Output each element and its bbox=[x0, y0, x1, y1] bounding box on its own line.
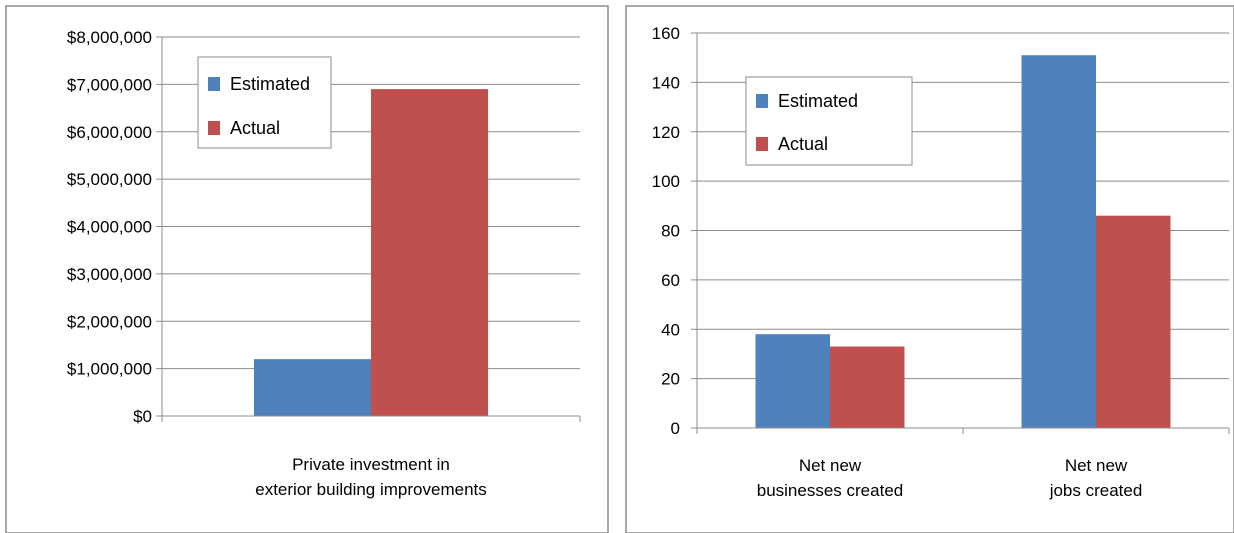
bar-estimated bbox=[755, 334, 830, 428]
legend-swatch bbox=[756, 94, 768, 108]
category-label: Net new bbox=[1065, 456, 1128, 475]
y-tick-label: 100 bbox=[652, 172, 680, 191]
y-tick-label: 80 bbox=[661, 222, 680, 241]
bar-actual bbox=[1096, 215, 1171, 428]
legend-box bbox=[745, 76, 913, 166]
legend: Estimated Actual bbox=[745, 76, 913, 166]
legend-box bbox=[197, 56, 332, 149]
y-tick-label: 40 bbox=[661, 320, 680, 339]
legend-swatch bbox=[208, 77, 220, 91]
chart-investment: $0 $1,000,000 $2,000,000 $3,000,000 $4,000,0… bbox=[5, 5, 609, 533]
y-tick-label: 120 bbox=[652, 123, 680, 142]
y-tick-label: $8,000,000 bbox=[67, 28, 152, 47]
category-label: Net new bbox=[799, 456, 862, 475]
legend-label: Estimated bbox=[230, 74, 310, 94]
y-tick-label: $5,000,000 bbox=[67, 170, 152, 189]
bar-actual bbox=[830, 346, 905, 428]
y-tick-label: $0 bbox=[133, 407, 152, 426]
category-label: exterior building improvements bbox=[255, 480, 487, 499]
y-tick-label: $4,000,000 bbox=[67, 218, 152, 237]
y-tick-label: $2,000,000 bbox=[67, 312, 152, 331]
legend-swatch bbox=[756, 137, 768, 151]
legend: Estimated Actual bbox=[197, 56, 332, 149]
category-label: jobs created bbox=[1049, 481, 1143, 500]
y-tick-label: $6,000,000 bbox=[67, 123, 152, 142]
y-tick-label: 20 bbox=[661, 370, 680, 389]
legend-label: Actual bbox=[778, 134, 828, 154]
y-tick-label: $1,000,000 bbox=[67, 360, 152, 379]
legend-swatch bbox=[208, 121, 220, 135]
chart-businesses-jobs: 0 20 40 60 80 100 120 140 160 Net new businesses … bbox=[625, 5, 1234, 533]
bar-estimated bbox=[1021, 55, 1096, 428]
y-tick-label: $3,000,000 bbox=[67, 265, 152, 284]
y-tick-label: 60 bbox=[661, 271, 680, 290]
y-tick-label: 160 bbox=[652, 24, 680, 43]
category-label: Private investment in bbox=[292, 455, 450, 474]
bar-actual bbox=[371, 89, 489, 417]
y-tick-label: 140 bbox=[652, 73, 680, 92]
category-label: businesses created bbox=[757, 481, 903, 500]
legend-label: Actual bbox=[230, 118, 280, 138]
bar-estimated bbox=[253, 359, 371, 416]
y-tick-label: $7,000,000 bbox=[67, 75, 152, 94]
y-tick-label: 0 bbox=[671, 419, 680, 438]
legend-label: Estimated bbox=[778, 91, 858, 111]
